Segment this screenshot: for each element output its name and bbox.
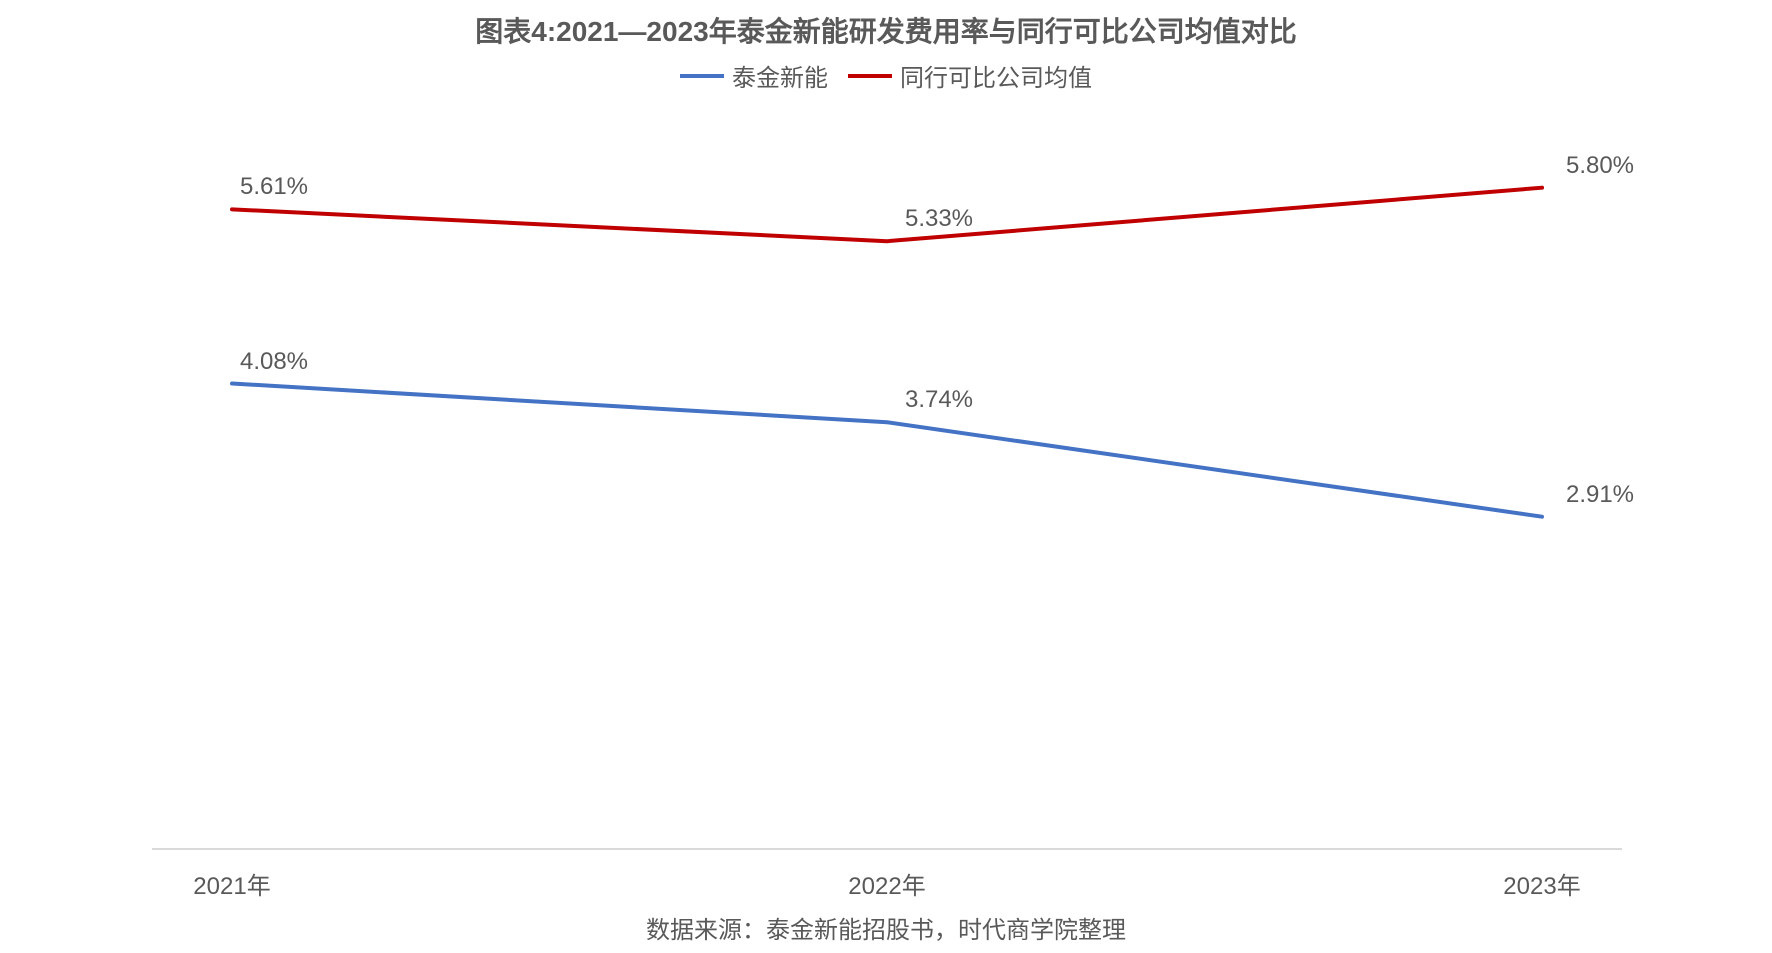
chart-title: 图表4:2021—2023年泰金新能研发费用率与同行可比公司均值对比 xyxy=(0,10,1772,50)
legend-swatch-1 xyxy=(848,74,892,78)
data-label-s0-p1: 3.74% xyxy=(905,386,973,414)
data-label-s1-p1: 5.33% xyxy=(905,205,973,233)
plot-area: 2021年2022年2023年4.08%3.74%2.91%5.61%5.33%… xyxy=(152,108,1622,848)
x-axis-baseline xyxy=(152,848,1622,850)
x-axis-label-2: 2023年 xyxy=(1503,866,1580,901)
source-note: 数据来源：泰金新能招股书，时代商学院整理 xyxy=(0,910,1772,945)
data-label-s1-p0: 5.61% xyxy=(240,173,308,201)
legend-item-1: 同行可比公司均值 xyxy=(848,58,1092,93)
chart-svg xyxy=(152,108,1622,848)
chart-legend: 泰金新能 同行可比公司均值 xyxy=(0,58,1772,93)
chart-container: { "chart": { "type": "line", "title": "图… xyxy=(0,0,1772,953)
legend-swatch-0 xyxy=(680,74,724,78)
legend-label-0: 泰金新能 xyxy=(732,58,828,93)
x-axis-label-1: 2022年 xyxy=(848,866,925,901)
data-label-s1-p2: 5.80% xyxy=(1566,152,1634,180)
series-line-0 xyxy=(232,384,1542,517)
series-line-1 xyxy=(232,188,1542,242)
data-label-s0-p2: 2.91% xyxy=(1566,481,1634,509)
data-label-s0-p0: 4.08% xyxy=(240,348,308,376)
legend-label-1: 同行可比公司均值 xyxy=(900,58,1092,93)
legend-item-0: 泰金新能 xyxy=(680,58,828,93)
x-axis-label-0: 2021年 xyxy=(193,866,270,901)
